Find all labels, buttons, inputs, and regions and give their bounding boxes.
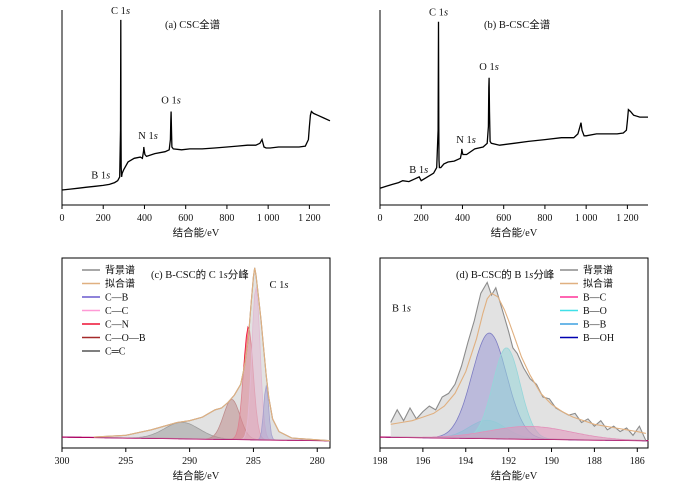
x-tick-label: 295 [118,456,133,467]
baseline-line [379,436,649,442]
chart-panel-c: 300 295 290 285 280 结合能/eV (c) B-CSC的 C 1s分峰 C … [55,257,331,482]
x-tick-label: 280 [310,456,325,467]
legend-label: 背景谱 [583,264,613,277]
x-tick-label: 200 [414,213,429,224]
x-tick-label: 400 [455,213,470,224]
series-line [379,21,648,189]
series-line [390,292,647,434]
x-tick-label: 0 [60,213,65,224]
series-line [390,281,647,441]
series-line [93,267,331,442]
x-axis-label: 结合能/eV [173,469,220,482]
peak-annotation: N 1s [138,131,158,142]
x-tick-label: 285 [246,456,261,467]
legend-label: B—B [583,320,607,331]
legend-label: 背景谱 [105,264,135,277]
legend-label: 拟合谱 [105,277,135,290]
x-tick-label: 0 [378,213,383,224]
legend-label: C—O—B [105,333,146,344]
chart-panel-b: 0 200 400 600 800 1 000 1 200 结合能/eV (b) B-CSC全谱… [378,8,648,239]
component-peak [62,287,330,442]
x-tick-label: 1 000 [575,213,598,224]
x-tick-label: 400 [137,213,152,224]
peak-annotation: O 1s [479,62,499,73]
chart-panel-a: 0 200 400 600 800 1 000 1 200 结合能/eV (a) CSC全谱 C … [60,6,331,239]
peak-label: C 1s [269,280,288,291]
x-tick-label: 194 [458,456,473,467]
chart-title: (c) B-CSC的 C 1s分峰 [151,268,249,281]
legend-label: C═C [105,347,126,358]
series-line [61,19,331,191]
x-tick-label: 198 [373,456,388,467]
peak-annotation: C 1s [429,8,448,19]
x-axis-label: 结合能/eV [173,226,220,239]
x-tick-label: 600 [496,213,511,224]
x-tick-label: 290 [182,456,197,467]
legend-label: 拟合谱 [583,277,613,290]
x-axis-label: 结合能/eV [491,226,538,239]
plot-frame [379,257,649,449]
x-tick-label: 600 [178,213,193,224]
legend-label: B—O [583,306,607,317]
x-tick-label: 300 [55,456,70,467]
peak-annotation: N 1s [456,135,476,146]
legend-label: B—OH [583,333,614,344]
chart-title: (b) B-CSC全谱 [484,18,551,31]
x-tick-label: 800 [219,213,234,224]
spectrum-fill [93,267,331,441]
x-tick-label: 200 [96,213,111,224]
x-tick-label: 192 [501,456,516,467]
peak-annotation: B 1s [91,171,110,182]
x-tick-label: 196 [415,456,430,467]
spectrum-fill [390,282,646,441]
peak-annotation: O 1s [161,96,181,107]
x-tick-label: 186 [630,456,645,467]
x-tick-label: 1 000 [257,213,280,224]
chart-title: (a) CSC全谱 [165,18,221,31]
x-axis-label: 结合能/eV [491,469,538,482]
x-tick-label: 188 [587,456,602,467]
chart-panel-d: 198 196 194 192 190 188 186 结合能/eV (d) B-CSC的 B … [373,257,649,482]
chart-title: (d) B-CSC的 B 1s分峰 [456,268,555,281]
plot-frame [61,257,331,449]
x-tick-label: 190 [544,456,559,467]
x-tick-label: 800 [537,213,552,224]
x-tick-label: 1 200 [298,213,321,224]
x-tick-label: 1 200 [616,213,639,224]
legend-label: C—C [105,306,129,317]
peak-annotation: C 1s [111,6,130,17]
legend-label: C—N [105,320,129,331]
peak-label: B 1s [392,304,411,315]
legend-label: C—B [105,293,129,304]
legend-label: B—C [583,293,607,304]
peak-annotation: B 1s [409,165,428,176]
